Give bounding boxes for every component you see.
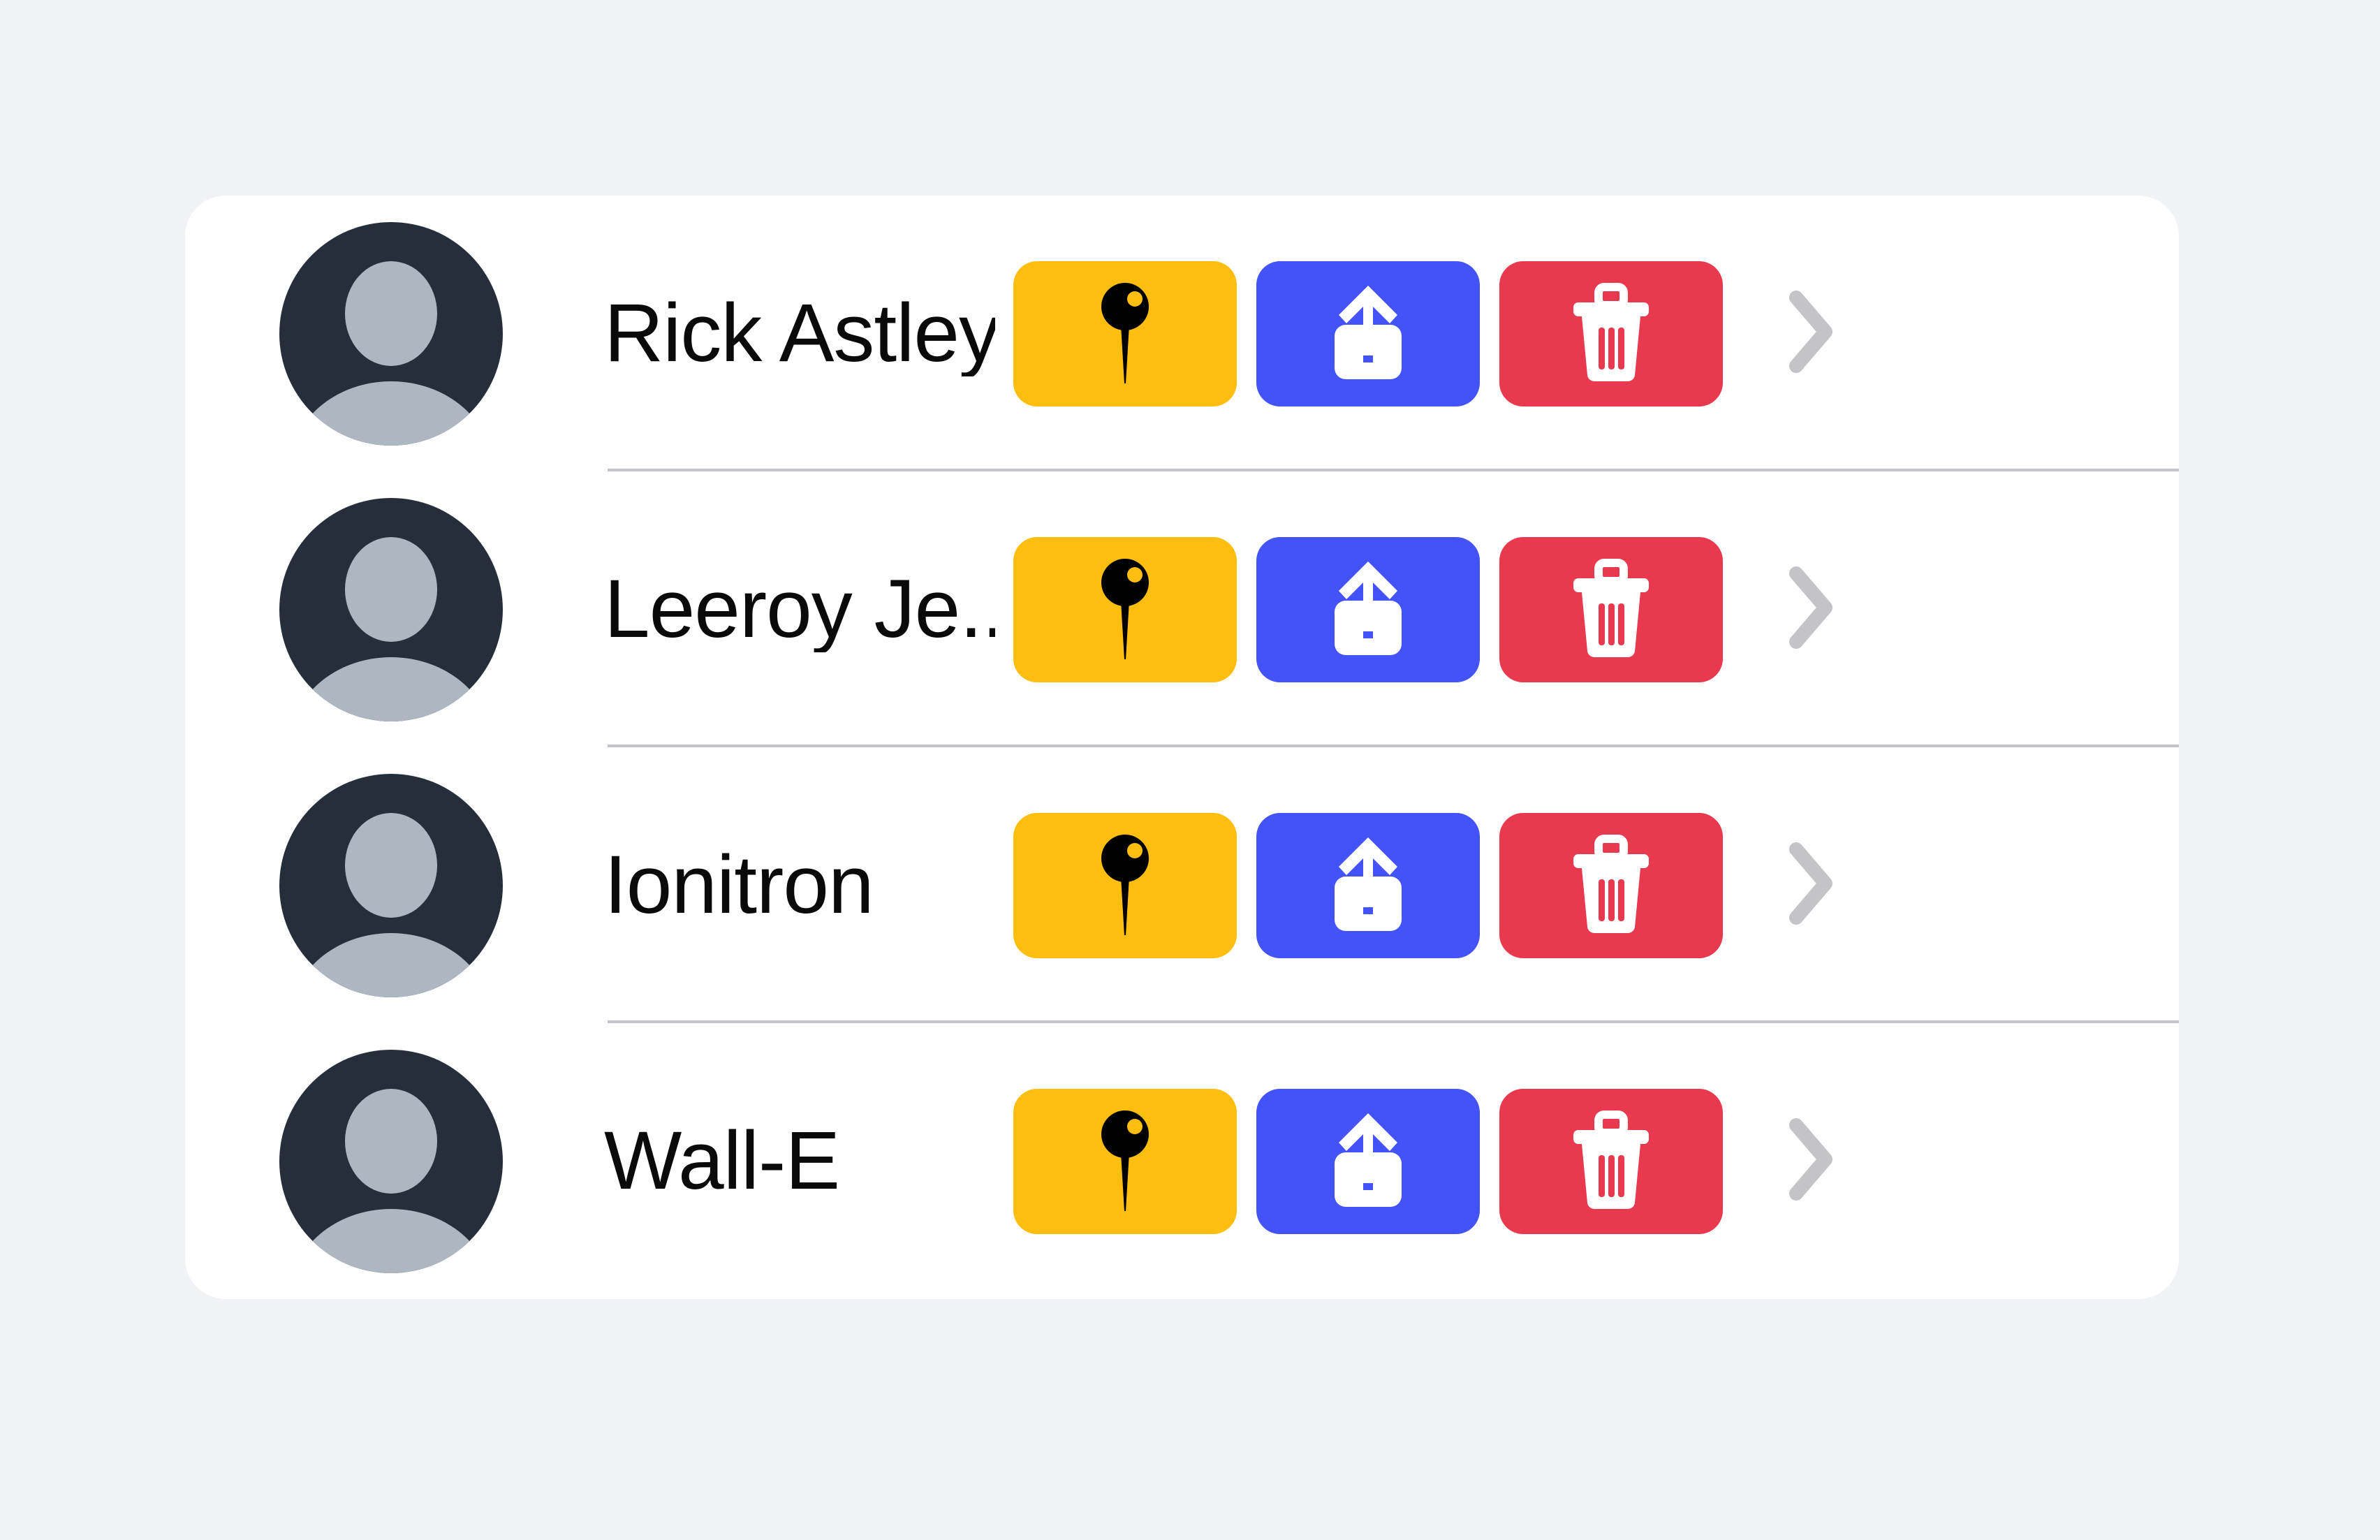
table-row[interactable]: Ionitron: [185, 747, 2179, 1023]
table-row[interactable]: Leeroy Je...: [185, 471, 2179, 747]
disclosure-chevron[interactable]: [1772, 833, 1849, 938]
share-button[interactable]: [1256, 261, 1480, 406]
pin-button[interactable]: [1013, 812, 1237, 958]
pin-button[interactable]: [1013, 1088, 1237, 1234]
avatar: [279, 773, 503, 997]
pin-button[interactable]: [1013, 261, 1237, 406]
avatar: [279, 1049, 503, 1273]
pin-button[interactable]: [1013, 536, 1237, 682]
avatar-shoulders-shape: [290, 657, 492, 721]
contact-list: Rick Astley: [185, 196, 2179, 1299]
delete-button[interactable]: [1499, 812, 1723, 958]
avatar-head-shape: [345, 536, 437, 642]
chevron-right-icon: [1782, 286, 1838, 381]
share-button[interactable]: [1256, 812, 1480, 958]
contact-name: Rick Astley: [604, 290, 995, 377]
disclosure-chevron[interactable]: [1772, 281, 1849, 386]
trash-icon: [1562, 557, 1660, 662]
share-icon: [1319, 1109, 1417, 1214]
row-separator: [608, 469, 2179, 471]
row-actions: [1013, 261, 1723, 406]
table-row[interactable]: Rick Astley: [185, 196, 2179, 471]
share-icon: [1319, 281, 1417, 386]
row-actions: [1013, 1088, 1723, 1234]
avatar: [279, 497, 503, 721]
pin-icon: [1083, 833, 1167, 938]
chevron-right-icon: [1782, 562, 1838, 657]
disclosure-chevron[interactable]: [1772, 1109, 1849, 1214]
trash-icon: [1562, 1109, 1660, 1214]
avatar-shoulders-shape: [290, 381, 492, 446]
delete-button[interactable]: [1499, 536, 1723, 682]
chevron-right-icon: [1782, 1114, 1838, 1208]
trash-icon: [1562, 281, 1660, 386]
avatar-head-shape: [345, 1088, 437, 1194]
pin-icon: [1083, 557, 1167, 662]
row-actions: [1013, 536, 1723, 682]
contact-name: Wall-E: [604, 1117, 840, 1205]
trash-icon: [1562, 833, 1660, 938]
pin-icon: [1083, 1109, 1167, 1214]
avatar: [279, 221, 503, 446]
row-separator: [608, 745, 2179, 747]
table-row[interactable]: Wall-E: [185, 1023, 2179, 1299]
chevron-right-icon: [1782, 838, 1838, 932]
contact-list-card: Rick Astley: [185, 196, 2179, 1299]
share-icon: [1319, 557, 1417, 662]
avatar-head-shape: [345, 812, 437, 918]
disclosure-chevron[interactable]: [1772, 557, 1849, 662]
avatar-head-shape: [345, 261, 437, 366]
share-icon: [1319, 833, 1417, 938]
avatar-shoulders-shape: [290, 1208, 492, 1273]
delete-button[interactable]: [1499, 261, 1723, 406]
share-button[interactable]: [1256, 536, 1480, 682]
row-separator: [608, 1020, 2179, 1023]
delete-button[interactable]: [1499, 1088, 1723, 1234]
pin-icon: [1083, 281, 1167, 386]
contact-name: Leeroy Je...: [604, 566, 995, 653]
share-button[interactable]: [1256, 1088, 1480, 1234]
contact-name: Ionitron: [604, 842, 874, 929]
avatar-shoulders-shape: [290, 932, 492, 997]
row-actions: [1013, 812, 1723, 958]
